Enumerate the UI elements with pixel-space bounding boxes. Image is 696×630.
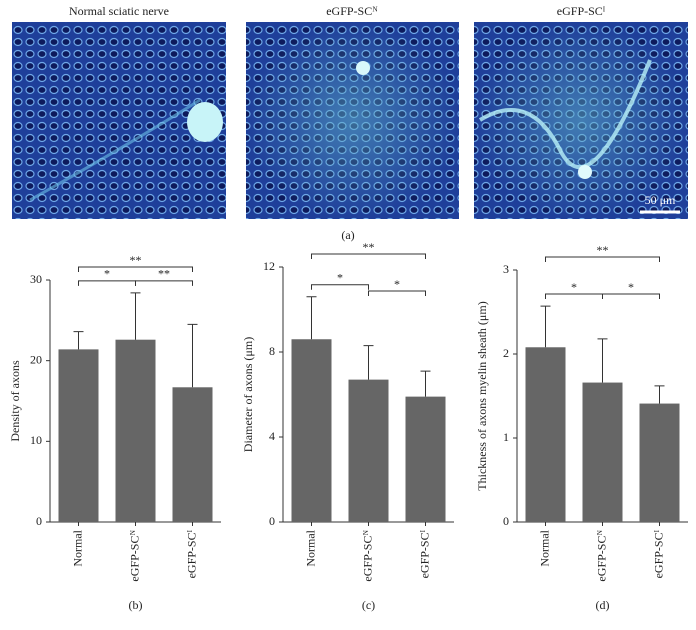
panel-label: (a) — [341, 228, 354, 242]
micrograph-feature — [187, 102, 223, 142]
significance-bracket — [545, 293, 603, 299]
significance-bracket — [135, 280, 193, 286]
bar — [291, 339, 332, 522]
bar — [525, 347, 566, 522]
significance-bracket — [78, 280, 136, 286]
micrograph-feature — [246, 22, 459, 219]
image-caption: Normal sciatic nerve — [69, 4, 169, 18]
x-tick-label: eGFP-SCᴵ — [651, 529, 665, 578]
y-tick-label: 0 — [503, 514, 509, 528]
y-tick-label: 2 — [503, 346, 509, 360]
significance-bracket — [368, 290, 426, 296]
error-bar — [597, 338, 608, 383]
y-tick-label: 0 — [36, 514, 42, 528]
y-axis-label: Density of axons — [8, 360, 22, 442]
significance-label: ** — [130, 253, 142, 267]
micrograph-feature — [478, 59, 652, 170]
scale-bar-label: 50 μm — [645, 193, 676, 207]
significance-label: * — [394, 277, 400, 291]
significance-bracket — [311, 284, 369, 290]
y-tick-label: 10 — [30, 433, 42, 447]
error-bar — [306, 296, 317, 340]
significance-label: * — [628, 280, 634, 294]
y-tick-label: 1 — [503, 430, 509, 444]
y-tick-label: 4 — [269, 429, 275, 443]
significance-label: * — [571, 280, 577, 294]
panel-label: (d) — [596, 598, 610, 612]
error-bar — [187, 323, 198, 388]
x-tick-label: eGFP-SCᴵ — [184, 529, 198, 578]
significance-label: ** — [363, 240, 375, 254]
y-axis-label: Thickness of axons myelin sheath (μm) — [475, 301, 489, 490]
significance-label: ** — [158, 267, 170, 281]
x-tick-label: eGFP-SCᴵ — [417, 529, 431, 578]
significance-label: ** — [597, 243, 609, 257]
error-bar — [420, 370, 431, 397]
image-caption: eGFP-SCᴺ — [326, 4, 378, 18]
y-axis-label: Diameter of axons (μm) — [241, 337, 255, 452]
error-bar — [130, 292, 141, 340]
bar — [582, 382, 623, 522]
panel-label: (b) — [129, 598, 143, 612]
significance-bracket — [78, 266, 193, 272]
bar — [639, 403, 680, 522]
y-tick-label: 12 — [263, 259, 275, 273]
x-tick-label: eGFP-SCᴺ — [360, 530, 374, 582]
significance-bracket — [311, 253, 426, 259]
x-tick-label: eGFP-SCᴺ — [127, 530, 141, 582]
bar — [172, 387, 213, 522]
error-bar — [73, 331, 84, 350]
error-bar — [540, 305, 551, 348]
y-tick-label: 3 — [503, 262, 509, 276]
y-tick-label: 8 — [269, 344, 275, 358]
x-tick-label: Normal — [537, 529, 551, 566]
y-tick-label: 0 — [269, 514, 275, 528]
bar — [58, 349, 99, 522]
micrographs: 50 μm — [12, 22, 688, 219]
error-bar — [654, 385, 665, 404]
x-tick-label: eGFP-SCᴺ — [594, 530, 608, 582]
micrograph-feature — [578, 165, 592, 179]
y-tick-label: 30 — [30, 272, 42, 286]
x-tick-label: Normal — [70, 529, 84, 566]
image-caption: eGFP-SCᴵ — [557, 4, 606, 18]
micrograph-feature — [474, 22, 688, 219]
micrograph-feature — [29, 98, 201, 202]
error-bar — [363, 345, 374, 380]
significance-bracket — [602, 293, 660, 299]
x-tick-label: Normal — [303, 529, 317, 566]
micrograph-feature — [356, 61, 370, 75]
y-tick-label: 20 — [30, 352, 42, 366]
bar — [348, 379, 389, 522]
significance-label: * — [104, 267, 110, 281]
panel-label: (c) — [362, 598, 375, 612]
bar — [115, 339, 156, 522]
bar — [405, 396, 446, 522]
significance-label: * — [337, 271, 343, 285]
significance-bracket — [545, 256, 660, 262]
